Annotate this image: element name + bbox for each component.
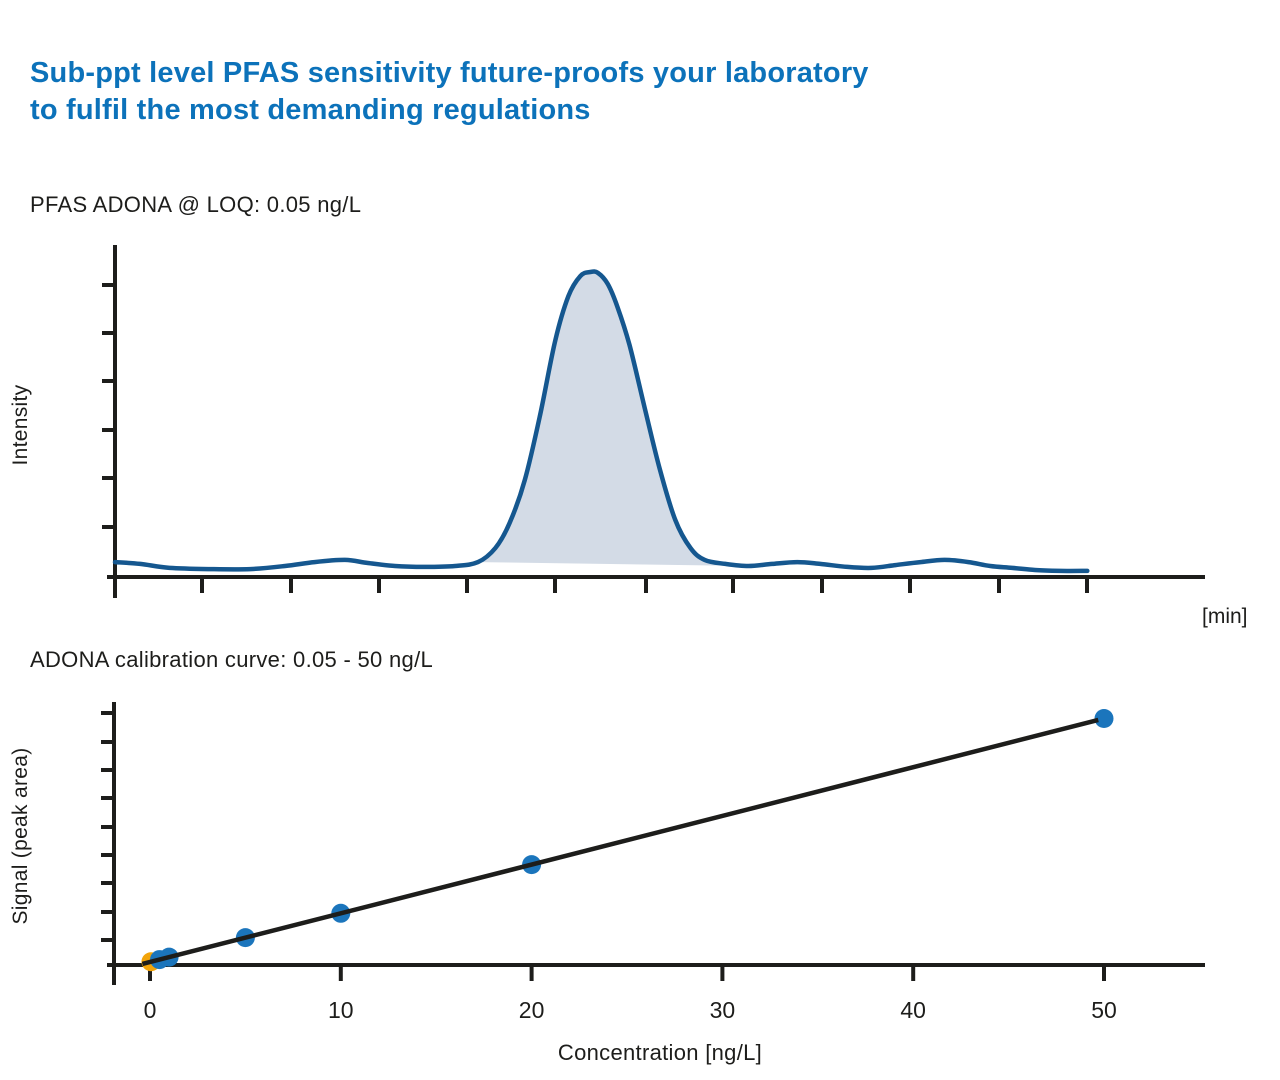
- chromatogram-trace: [112, 269, 1090, 574]
- page-title-line1: Sub-ppt level PFAS sensitivity future-pr…: [30, 57, 869, 89]
- calibration-x-axis-label: Concentration [ng/L]: [557, 1040, 763, 1065]
- calibration-fit-line: [141, 717, 1099, 967]
- chromatogram-axes: [102, 245, 1205, 598]
- chromatogram-x-unit-label: [min]: [1202, 605, 1248, 628]
- chromatogram-subtitle: PFAS ADONA @ LOQ: 0.05 ng/L: [30, 192, 362, 217]
- page-title-line2: to fulfil the most demanding regulations: [30, 94, 591, 126]
- calibration-axes: [101, 702, 1205, 985]
- calibration-x-tick-20: 20: [519, 997, 545, 1023]
- calibration-x-tick-40: 40: [900, 997, 926, 1023]
- calibration-x-tick-50: 50: [1091, 997, 1117, 1023]
- calibration-x-tick-0: 0: [144, 997, 157, 1023]
- calibration-x-tick-10: 10: [328, 997, 354, 1023]
- calibration-point: [1094, 709, 1114, 728]
- calibration-subtitle: ADONA calibration curve: 0.05 - 50 ng/L: [30, 647, 434, 672]
- chromatogram-peak-fill: [478, 271, 749, 566]
- page-title: Sub-ppt level PFAS sensitivity future-pr…: [30, 55, 1010, 129]
- calibration-x-tick-30: 30: [710, 997, 736, 1023]
- calibration-x-tick-labels: 0 10 20 30 40 50: [144, 997, 1117, 1023]
